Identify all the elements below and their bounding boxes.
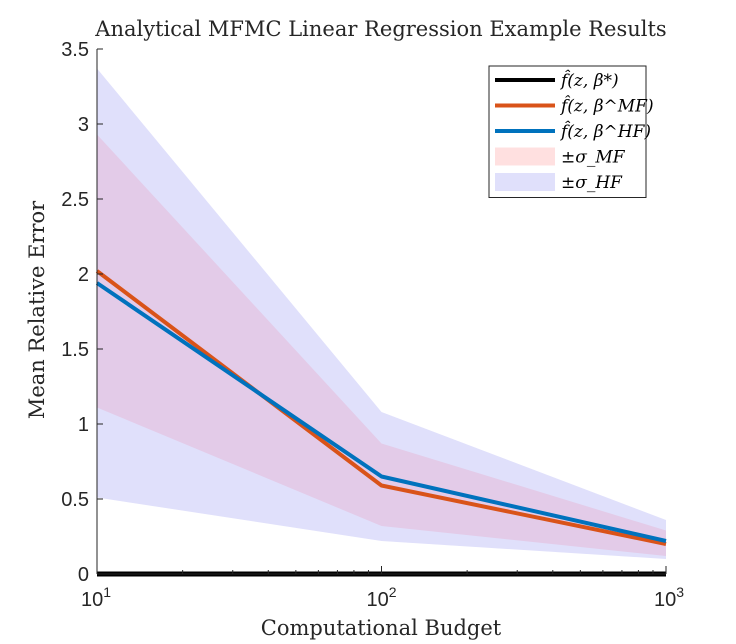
legend: f̂(z, β*) f̂(z, β^MF) f̂(z, β^HF) ±σ_MF ±σ_H…	[488, 65, 654, 198]
y-tick-label: 3.5	[61, 39, 89, 61]
x-axis-label: Computational Budget	[261, 616, 502, 640]
y-axis-label: Mean Relative Error	[25, 200, 49, 419]
series-line-1	[95, 269, 667, 546]
y-tick-label: 2	[78, 264, 89, 286]
y-tick-label: 1.5	[61, 339, 89, 361]
legend-swatch	[495, 173, 555, 191]
y-tick-label: 3	[78, 114, 89, 136]
confidence-bands	[97, 68, 666, 559]
y-tick-label: 2.5	[61, 189, 89, 211]
y-tick-label: 0.5	[61, 489, 89, 511]
legend-label: ±σ_MF	[561, 148, 626, 168]
legend-label: f̂(z, β^HF)	[559, 121, 651, 142]
x-tick-label: 102	[366, 584, 396, 611]
series-line-2	[95, 281, 667, 543]
x-tick-label: 103	[654, 584, 684, 611]
legend-label: f̂(z, β^MF)	[559, 96, 654, 117]
legend-label: ±σ_HF	[561, 173, 623, 193]
ticks: 0 0.5 1 1.5 2 2.5 3 3.5 101 102 103	[61, 39, 684, 611]
legend-swatch	[495, 147, 555, 166]
legend-label: f̂(z, β*)	[559, 70, 619, 91]
y-tick-label: 1	[78, 414, 89, 436]
x-tick-label: 101	[81, 584, 111, 611]
y-tick-label: 0	[78, 564, 89, 586]
band-1	[97, 134, 666, 556]
chart-title: Analytical MFMC Linear Regression Exampl…	[94, 17, 666, 41]
